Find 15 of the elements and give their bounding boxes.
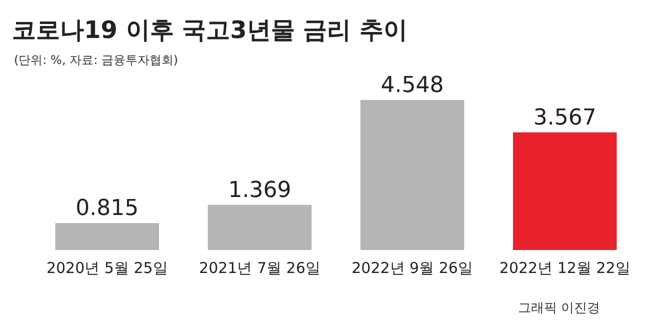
- bar: [55, 223, 160, 250]
- text: 그래픽 이진경: [518, 301, 600, 316]
- data-label: 4.548: [380, 73, 444, 98]
- bar: [512, 132, 617, 250]
- chart-title: 코로나19 이후 국고3년물 금리 추이: [12, 16, 408, 44]
- data-label: 0.815: [76, 196, 139, 222]
- x-tick-label: 2020년 5월 25일: [46, 259, 168, 277]
- bar: [360, 100, 464, 250]
- chart-subtitle: (단위: %, 자료: 금융투자협회): [14, 53, 178, 67]
- x-tick-label: 2021년 7월 26일: [199, 259, 320, 277]
- data-label: 3.567: [533, 105, 596, 130]
- x-tick-label: 2022년 9월 26일: [352, 259, 473, 277]
- bar: [208, 204, 312, 250]
- x-tick-label: 2022년 12월 22일: [499, 259, 630, 277]
- data-label: 1.369: [228, 178, 292, 203]
